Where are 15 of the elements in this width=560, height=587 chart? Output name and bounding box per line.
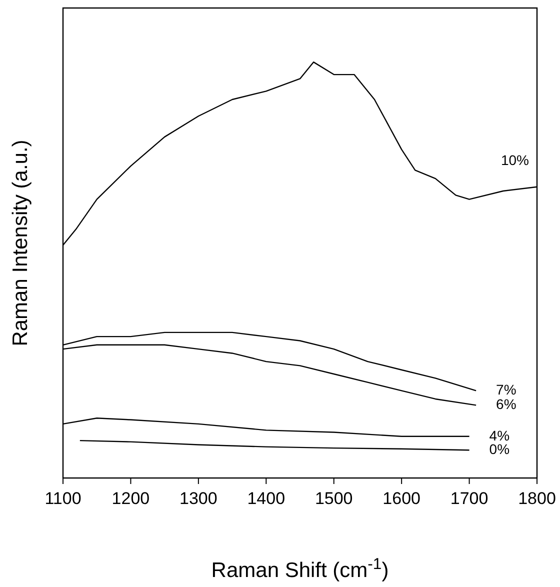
x-tick-label: 1600 <box>382 489 420 508</box>
x-axis-title: Raman Shift (cm$^{-1}$) <box>211 556 389 582</box>
y-axis-title: Raman Intensity (a.u.) <box>9 140 32 346</box>
x-tick-label: 1500 <box>314 489 353 508</box>
series-label: 7% <box>496 382 516 398</box>
x-tick-label: 1700 <box>450 489 488 508</box>
x-tick-label: 1400 <box>247 489 286 508</box>
x-tick-label: 1800 <box>518 489 556 508</box>
series-label: 4% <box>489 427 510 444</box>
series-label: 10% <box>500 152 530 168</box>
x-tick-label: 1100 <box>44 489 82 508</box>
x-tick-label: 1200 <box>112 489 150 508</box>
x-tick-label: 1300 <box>180 489 218 508</box>
series-label: 0% <box>489 441 510 458</box>
series-label: 6% <box>496 396 516 412</box>
